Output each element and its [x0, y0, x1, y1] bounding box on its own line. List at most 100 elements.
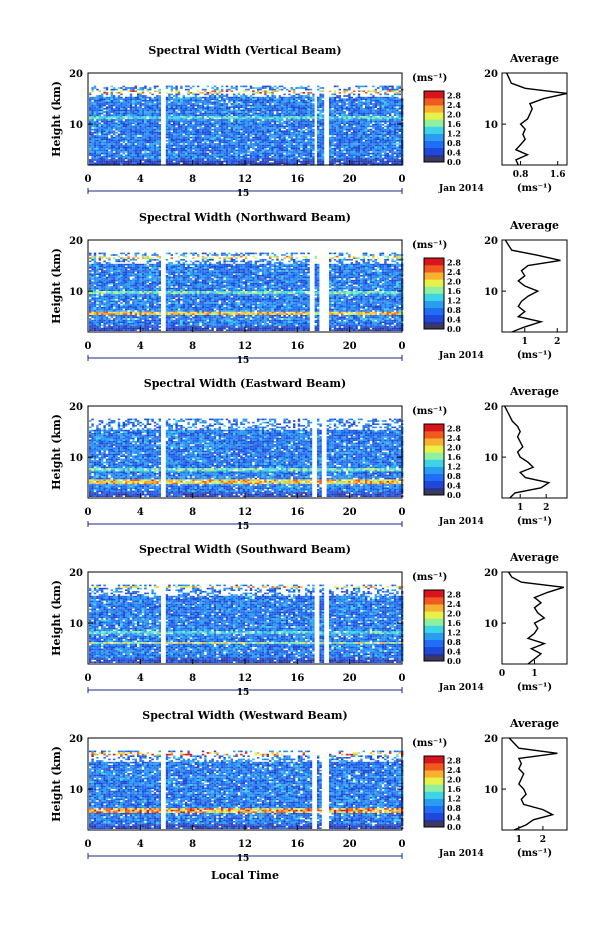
x-tick-label: 12 — [238, 174, 252, 185]
colorbar-bin — [424, 618, 444, 625]
x-tick-label: 0 — [399, 839, 406, 850]
x-tick-label: 16 — [290, 341, 304, 352]
x-tick-label: 0 — [399, 673, 406, 684]
x-tick-label: 4 — [137, 673, 144, 684]
avg-x-tick-label: 1.6 — [550, 170, 566, 180]
x-tick-label: 0 — [399, 174, 406, 185]
date-day-label: 15 — [237, 522, 250, 532]
x-tick-label: 4 — [137, 341, 144, 352]
average-x-label: (ms⁻¹) — [517, 682, 552, 693]
colorbar-bin — [424, 431, 444, 438]
colorbar-bin — [424, 134, 444, 141]
x-tick-label: 20 — [343, 341, 357, 352]
average-x-label: (ms⁻¹) — [517, 516, 552, 527]
x-tick-label: 12 — [238, 341, 252, 352]
avg-y-tick-label: 20 — [484, 734, 498, 745]
heatmap-cells — [89, 419, 403, 497]
colorbar-bin — [424, 756, 444, 763]
colorbar-bin — [424, 127, 444, 134]
average-frame — [502, 73, 567, 165]
colorbar-bin — [424, 460, 444, 467]
colorbar-bin — [424, 112, 444, 119]
y-tick-label: 20 — [69, 568, 83, 579]
colorbar-bin — [424, 474, 444, 481]
colorbar-tick-label: 0.0 — [447, 822, 461, 832]
colorbar-bin — [424, 806, 444, 813]
y-axis-label: Height (km) — [50, 746, 63, 822]
x-tick-label: 12 — [238, 839, 252, 850]
colorbar-tick-label: 0.4 — [447, 481, 461, 491]
avg-y-tick-label: 10 — [484, 619, 498, 630]
colorbar-unit: (ms⁻¹) — [412, 738, 447, 749]
avg-y-tick-label: 20 — [484, 402, 498, 413]
heatmap-cells — [89, 86, 403, 166]
y-tick-label: 10 — [69, 120, 83, 131]
x-tick-label: 16 — [290, 673, 304, 684]
colorbar-tick-label: 0.0 — [447, 157, 461, 167]
x-tick-label: 4 — [137, 174, 144, 185]
colorbar-tick-label: 2.4 — [447, 267, 461, 277]
colorbar-tick-label: 2.4 — [447, 100, 461, 110]
date-day-label: 15 — [237, 854, 250, 864]
date-day-label: 15 — [237, 688, 250, 698]
panel-title: Spectral Width (Eastward Beam) — [144, 377, 346, 390]
avg-x-tick-label: 0 — [499, 669, 505, 679]
colorbar-unit: (ms⁻¹) — [412, 406, 447, 417]
average-title: Average — [509, 717, 559, 730]
colorbar-bin — [424, 777, 444, 784]
colorbar-bin — [424, 813, 444, 820]
y-tick-label: 10 — [69, 287, 83, 298]
x-tick-label: 8 — [189, 174, 196, 185]
colorbar-bin — [424, 611, 444, 618]
colorbar-tick-label: 2.8 — [447, 590, 461, 600]
colorbar-bin — [424, 792, 444, 799]
colorbar-bin — [424, 481, 444, 488]
colorbar-lowest-bin — [424, 822, 444, 827]
x-tick-label: 4 — [137, 507, 144, 518]
x-tick-label: 16 — [290, 839, 304, 850]
colorbar-tick-label: 2.8 — [447, 91, 461, 101]
colorbar-tick-label: 2.0 — [447, 110, 461, 120]
figure-canvas: Spectral Width (Vertical Beam)Height (km… — [0, 0, 616, 929]
x-tick-label: 4 — [137, 839, 144, 850]
colorbar-tick-label: 1.2 — [447, 462, 461, 472]
x-tick-label: 0 — [85, 507, 92, 518]
x-tick-label: 16 — [290, 174, 304, 185]
colorbar-bin — [424, 119, 444, 126]
colorbar-bin — [424, 148, 444, 155]
colorbar-tick-label: 0.0 — [447, 490, 461, 500]
date-label: Jan 2014 — [438, 517, 484, 527]
colorbar-lowest-bin — [424, 490, 444, 495]
x-tick-label: 8 — [189, 839, 196, 850]
colorbar-bin — [424, 98, 444, 105]
avg-x-tick-label: 0.8 — [513, 170, 529, 180]
y-axis-label: Height (km) — [50, 580, 63, 656]
x-tick-label: 20 — [343, 507, 357, 518]
x-tick-label: 8 — [189, 507, 196, 518]
avg-y-tick-label: 10 — [484, 453, 498, 464]
colorbar-bin — [424, 272, 444, 279]
y-axis-label: Height (km) — [50, 248, 63, 324]
colorbar-bin — [424, 590, 444, 597]
colorbar-tick-label: 2.0 — [447, 609, 461, 619]
colorbar-bin — [424, 784, 444, 791]
x-tick-label: 12 — [238, 673, 252, 684]
colorbar-bin — [424, 258, 444, 265]
x-tick-label: 20 — [343, 174, 357, 185]
y-tick-label: 20 — [69, 69, 83, 80]
colorbar-tick-label: 1.6 — [447, 119, 461, 129]
colorbar-tick-label: 0.0 — [447, 324, 461, 334]
average-title: Average — [509, 385, 559, 398]
avg-y-tick-label: 10 — [484, 120, 498, 131]
panel-title: Spectral Width (Westward Beam) — [142, 709, 347, 722]
colorbar-bin — [424, 91, 444, 98]
x-tick-label: 20 — [343, 839, 357, 850]
avg-x-tick-label: 2 — [543, 503, 549, 513]
x-tick-label: 20 — [343, 673, 357, 684]
colorbar-tick-label: 0.8 — [447, 305, 461, 315]
x-tick-label: 8 — [189, 341, 196, 352]
colorbar-bin — [424, 105, 444, 112]
colorbar-tick-label: 0.4 — [447, 148, 461, 158]
colorbar-unit: (ms⁻¹) — [412, 240, 447, 251]
colorbar-bin — [424, 301, 444, 308]
